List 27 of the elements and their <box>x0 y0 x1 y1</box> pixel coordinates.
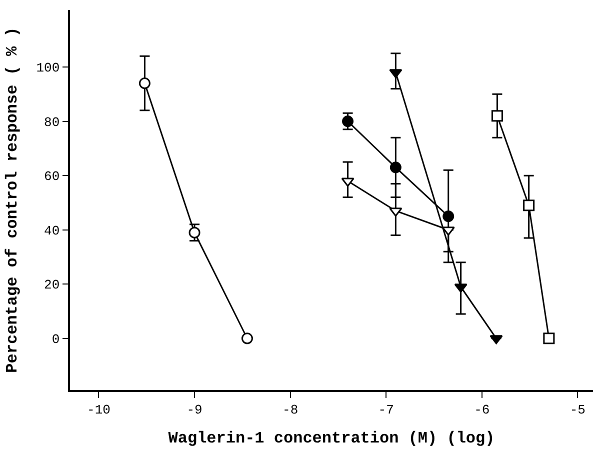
y-tick-label: 0 <box>52 332 60 347</box>
y-tick-label: 100 <box>36 60 60 76</box>
point <box>442 226 455 236</box>
x-tick-label: -5 <box>570 402 586 418</box>
x-axis-title: Waglerin-1 concentration (M) (log) <box>168 430 495 448</box>
y-tick-label: 40 <box>44 223 60 238</box>
point <box>389 208 402 217</box>
point <box>341 178 354 187</box>
y-tick-label: 80 <box>44 114 60 130</box>
point <box>454 284 468 293</box>
point <box>523 200 535 212</box>
point <box>543 332 555 344</box>
point <box>241 332 253 344</box>
x-tick-label: -10 <box>87 402 110 418</box>
point <box>389 69 402 78</box>
point <box>390 162 402 174</box>
point <box>442 210 454 222</box>
point <box>138 78 150 90</box>
y-tick-label: 60 <box>44 169 60 184</box>
point <box>490 335 503 344</box>
x-tick-label: -8 <box>282 402 298 418</box>
point <box>491 110 503 122</box>
y-axis-title: Percentage of control response ( % ) <box>4 27 22 373</box>
x-tick-label: -6 <box>474 402 490 418</box>
x-tick-label: -7 <box>378 402 394 418</box>
y-tick-label: 20 <box>44 278 60 293</box>
x-tick-label: -9 <box>186 402 202 418</box>
